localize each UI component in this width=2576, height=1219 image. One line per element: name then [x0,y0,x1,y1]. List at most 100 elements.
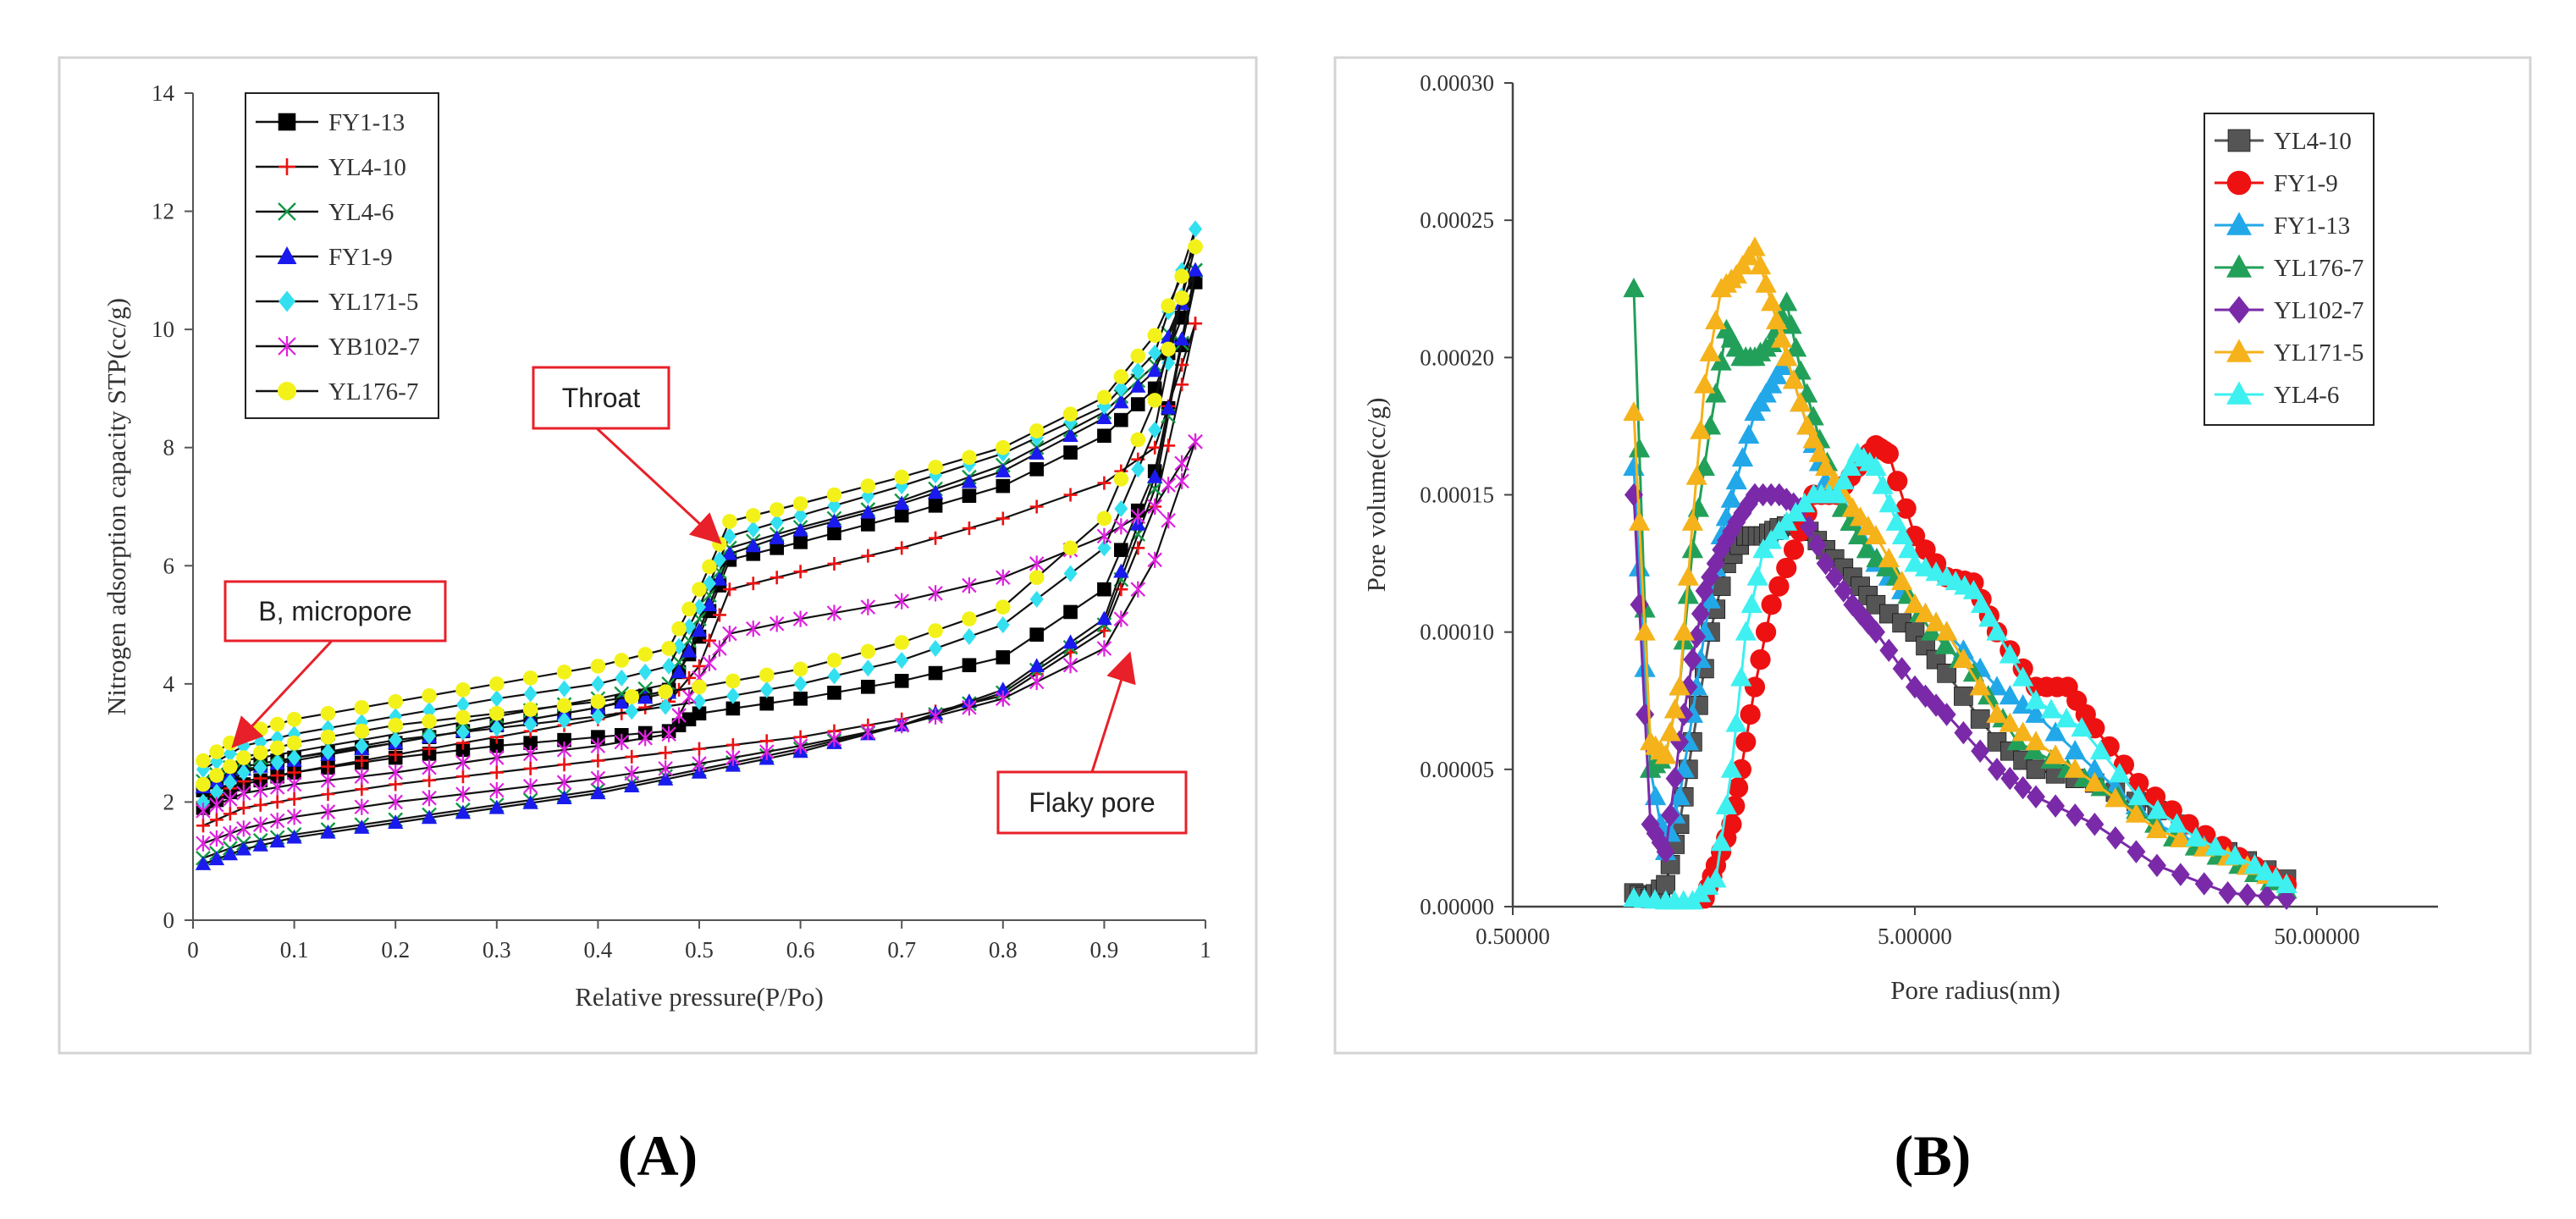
a-y-tick-label: 6 [163,553,175,578]
b-point-YL4-6 [1986,621,2008,641]
a-point-YL171-5 [355,737,369,755]
a-point-YL4-10 [996,511,1010,526]
a-point-YB102-7 [614,733,630,751]
b-point-YL171-5 [1705,309,1727,329]
a-point-YL176-7 [422,688,437,703]
b-point-YL171-5 [1654,744,1677,764]
a-point-FY1-9 [769,530,785,544]
b-point-FY1-13 [1731,447,1754,467]
b-point-YL4-6 [1715,794,1737,814]
a-point-YL4-10 [929,531,943,545]
b-point-YL102-7 [1879,638,1899,663]
a-point-YB102-7 [209,797,224,814]
b-point-YL4-6 [2040,698,2062,719]
b-point-YL102-7 [2194,872,2214,896]
b-point-YL4-6 [1970,593,1993,614]
a-point-FY1-13 [996,478,1011,494]
a-point-YL4-10 [253,797,268,812]
chart-b-pore-distribution: 0.00000 0.00005 0.00010 0.00015 0.00020 0.000… [1361,70,2438,1005]
a-point-YL176-7 [758,667,775,683]
a-point-YL171-5 [638,663,653,681]
b-point-YL171-5 [1755,273,1777,293]
a-point-YL176-7 [769,502,785,517]
a-point-YB102-7 [996,690,1011,707]
a-legend-item: YL171-5 [256,289,418,316]
b-point-YL176-7 [1705,383,1727,403]
a-point-FY1-9 [961,473,978,488]
b-point-YL4-6 [1735,621,1757,641]
a-point-FY1-13 [1114,543,1128,557]
a-point-FY1-13 [1130,397,1145,411]
a-point-YL176-7 [1161,341,1176,357]
a-point-FY1-9 [1130,378,1146,393]
a-point-FY1-9 [637,689,654,704]
a-point-YB102-7 [661,725,676,742]
a-point-YL176-7 [681,601,697,617]
b-point-YL171-5 [1677,565,1699,586]
a-point-YL176-7 [661,641,676,656]
b-point-FY1-9 [1735,731,1757,753]
b-legend-label: YL171-5 [2274,339,2364,367]
a-point-FY1-9 [1062,427,1078,442]
a-point-YL176-7 [1130,348,1146,364]
b-point-YL171-5 [1891,571,1913,591]
a-point-YB102-7 [489,781,505,799]
a-legend-marker-YL171-5 [279,290,295,312]
b-point-YL171-5 [1765,309,1788,329]
a-point-FY1-9 [1096,610,1112,626]
a-point-YL4-10 [557,758,571,772]
b-point-YL102-7 [2026,785,2045,809]
b-point-YL4-6 [1725,712,1747,732]
a-point-YB102-7 [236,820,251,837]
a-point-YL171-5 [1148,345,1162,362]
b-legend-label: FY1-9 [2274,170,2338,197]
a-point-YL176-7 [725,673,741,689]
b-point-YL4-10 [1937,664,1956,683]
a-point-YL4-10 [1189,317,1203,331]
a-point-YB102-7 [354,768,370,785]
a-point-FY1-9 [222,846,239,861]
a-point-YL4-10 [389,747,403,762]
a-point-FY1-13 [793,535,808,549]
a-point-FY1-13 [928,665,943,681]
a-point-YB102-7 [671,707,687,724]
a-legend-marker-YB102-7 [278,336,296,356]
a-point-YL4-10 [489,765,504,780]
a-series-YB102-7 [196,433,1203,852]
b-point-YL171-5 [1623,401,1645,422]
a-point-YL4-10 [1029,499,1044,514]
a-annotation-arrow [595,427,722,544]
a-point-YL176-7 [996,439,1011,455]
b-legend-item: YL171-5 [2215,339,2364,367]
a-point-YL4-10 [321,759,335,774]
a-point-FY1-9 [745,538,761,553]
a-x-tick-label: 0.7 [887,937,916,963]
a-point-YL176-7 [1174,290,1189,306]
a-point-YB102-7 [455,754,471,771]
a-point-YL4-10 [1148,440,1162,455]
b-point-YL4-6 [1865,455,1887,476]
b-point-YL102-7 [1892,657,1911,681]
b-point-FY1-9 [1727,777,1749,798]
a-annotation-box [996,770,1188,835]
b-y-tick-label: 0.00020 [1420,345,1494,370]
a-point-YB102-7 [223,825,238,842]
a-point-YB102-7 [522,745,538,763]
a-point-FY1-9 [556,790,572,804]
a-legend-marker-YL176-7 [278,382,296,400]
a-point-FY1-9 [792,521,808,537]
b-point-YL4-6 [1746,565,1768,586]
a-point-FY1-9 [711,571,728,586]
b-point-YL171-5 [2012,721,2034,742]
a-point-FY1-9 [1096,410,1112,425]
a-point-YL171-5 [591,708,605,725]
b-point-YL4-6 [2055,708,2077,728]
a-point-YL4-10 [895,541,909,555]
a-point-YL171-5 [389,731,403,749]
a-point-YL171-5 [209,783,223,801]
a-point-FY1-9 [614,694,630,709]
b-point-YL171-5 [1969,676,1991,696]
b-point-YL4-6 [1730,666,1752,687]
b-legend-label: YL4-6 [2274,382,2339,409]
